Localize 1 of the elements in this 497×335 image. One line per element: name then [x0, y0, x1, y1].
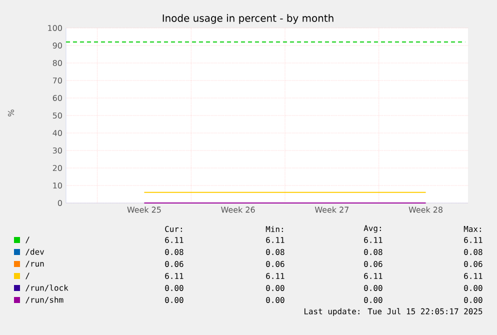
- chart-title: Inode usage in percent - by month: [162, 14, 334, 24]
